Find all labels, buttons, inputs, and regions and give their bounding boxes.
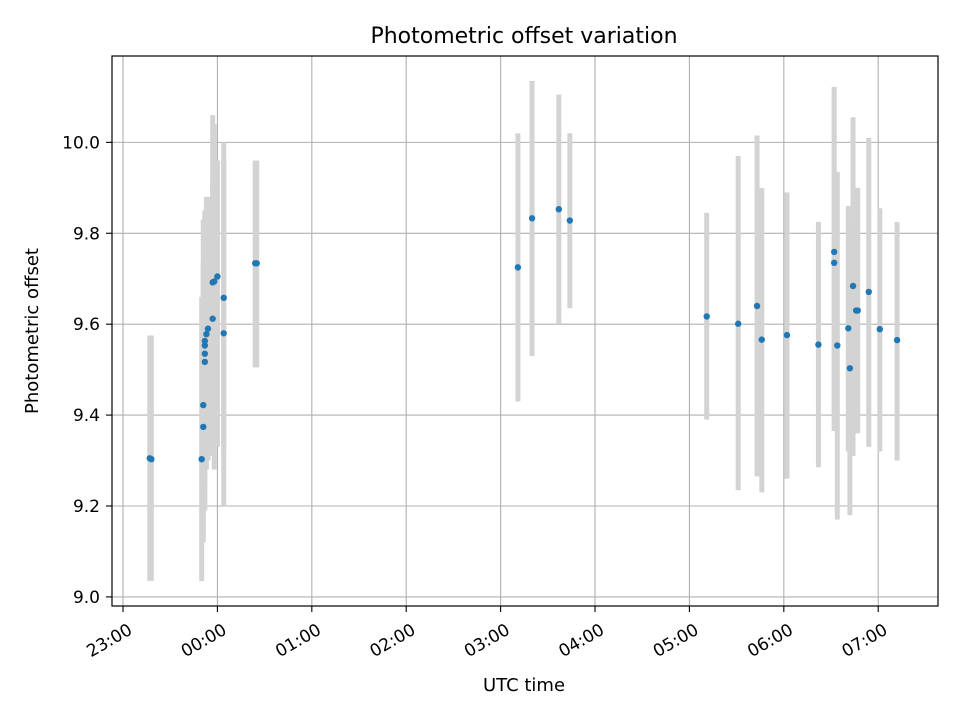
data-point (703, 313, 710, 320)
data-point (830, 259, 838, 267)
data-point (253, 260, 260, 267)
data-point (865, 288, 872, 296)
data-point (203, 330, 210, 338)
y-tick-label: 9.4 (73, 406, 100, 426)
data-point (514, 264, 522, 271)
y-tick-label: 9.0 (73, 588, 100, 608)
data-point (201, 350, 209, 357)
data-point (220, 330, 227, 337)
y-tick-label: 9.2 (73, 497, 100, 517)
data-point (555, 205, 563, 213)
data-point (200, 401, 207, 409)
data-point (198, 455, 205, 463)
data-point (201, 337, 209, 345)
data-point (214, 273, 221, 280)
data-point (849, 282, 857, 290)
data-point (201, 342, 209, 349)
data-point (876, 325, 883, 333)
data-point (758, 336, 765, 343)
y-tick-label: 10.0 (62, 133, 100, 153)
axes-frame (111, 55, 939, 607)
y-axis-label: Photometric offset (22, 248, 43, 414)
data-point (566, 217, 574, 224)
data-point (815, 341, 822, 348)
y-tick-label: 9.8 (73, 224, 100, 244)
data-point (845, 325, 852, 332)
data-point (211, 278, 218, 285)
data-point (209, 315, 216, 322)
data-point (783, 331, 791, 339)
data-point (846, 365, 854, 372)
chart-title: Photometric offset variation (370, 24, 677, 49)
y-tick-label: 9.6 (73, 315, 100, 335)
x-axis-label: UTC time (483, 675, 565, 696)
grid (112, 56, 938, 606)
data-point (734, 320, 742, 327)
data-point (528, 215, 536, 222)
data-point (204, 325, 212, 332)
data-point (148, 455, 155, 463)
data-point (220, 294, 227, 302)
data-point (201, 358, 209, 366)
data-points (146, 205, 901, 463)
data-point (753, 302, 761, 310)
data-point (834, 342, 841, 349)
y-axis-ticks: 9.0 9.2 9.4 9.6 9.8 10.0 (62, 133, 112, 608)
data-point (854, 307, 861, 314)
data-point (830, 248, 838, 256)
data-point (893, 336, 901, 344)
data-point (200, 423, 207, 431)
